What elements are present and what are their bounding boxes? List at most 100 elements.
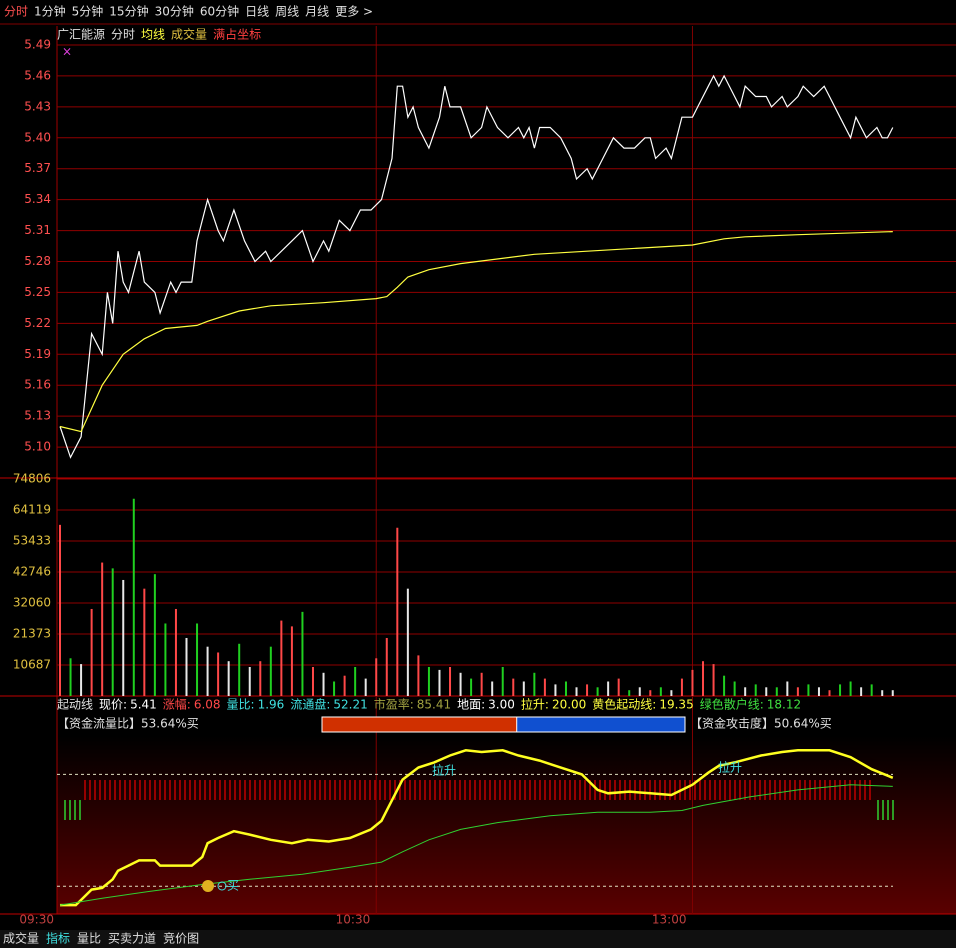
info-value: 6.08: [194, 698, 221, 712]
y-tick-label: 42746: [13, 565, 51, 579]
flow-value: 53.64: [141, 717, 175, 731]
toolbar-tab[interactable]: 周线: [275, 5, 299, 19]
series-line: [59, 231, 893, 433]
info-label: 流通盘:: [290, 697, 330, 712]
volume-bar: [796, 687, 799, 696]
annotation: 拉升: [718, 760, 742, 775]
volume-bar: [164, 623, 167, 696]
volume-bar: [628, 690, 631, 696]
x-tick-label: 13:00: [652, 913, 687, 927]
buy-icon: [202, 880, 214, 892]
volume-bar: [69, 658, 72, 696]
indicator-name: 起动线: [57, 698, 93, 712]
volume-bar: [290, 626, 293, 696]
bottom-tab[interactable]: 买卖力道: [108, 932, 156, 946]
mode-label: 满占坐标: [213, 27, 261, 42]
y-tick-label: 21373: [13, 627, 51, 641]
volume-bar: [522, 681, 525, 696]
volume-bar: [638, 687, 641, 696]
y-tick-label: 5.49: [24, 38, 51, 52]
volume-bar: [807, 684, 810, 696]
bottom-tab[interactable]: 竞价图: [163, 932, 199, 946]
toolbar-tab[interactable]: 15分钟: [109, 4, 148, 19]
volume-bar: [786, 681, 789, 696]
y-tick-label: 5.34: [24, 192, 51, 206]
info-label: 绿色散户线:: [700, 697, 764, 712]
volume-bar: [575, 687, 578, 696]
toolbar-tab[interactable]: 日线: [245, 5, 269, 19]
volume-bar: [322, 672, 325, 696]
volume-bar: [396, 527, 399, 696]
toolbar-tab[interactable]: 5分钟: [72, 4, 104, 19]
volume-bar: [248, 666, 251, 696]
volume-bar: [206, 646, 209, 696]
volume-bar: [670, 690, 673, 696]
y-tick-label: 5.28: [24, 254, 51, 268]
flow-label: 【资金流量比】: [57, 716, 141, 731]
volume-bar: [870, 684, 873, 696]
volume-bar: [839, 684, 842, 696]
volume-bar: [860, 687, 863, 696]
legend-entry: 分时: [111, 28, 135, 42]
toolbar-tab[interactable]: 更多 >: [335, 5, 373, 19]
y-tick-label: 5.46: [24, 68, 51, 82]
bottom-tab[interactable]: 成交量: [3, 931, 39, 946]
info-value: 3.00: [488, 698, 515, 712]
info-label: 涨幅:: [163, 697, 191, 712]
y-tick-label: 5.31: [24, 223, 51, 237]
series-line: [59, 74, 894, 459]
volume-bar: [533, 672, 536, 696]
volume-bar: [596, 687, 599, 696]
flow-bar-buy: [321, 716, 518, 733]
y-tick-label: 5.40: [24, 130, 51, 144]
y-tick-label: 53433: [13, 533, 51, 547]
flow-unit: %买: [175, 717, 198, 731]
series-line: [60, 749, 894, 907]
volume-bar: [470, 678, 473, 696]
info-label: 地面:: [457, 698, 485, 712]
volume-bar: [712, 664, 715, 696]
volume-bar: [406, 588, 409, 696]
y-tick-label: 5.19: [24, 347, 51, 361]
bottom-tab[interactable]: 指标: [46, 931, 70, 946]
toolbar-tab[interactable]: 60分钟: [200, 4, 239, 19]
volume-bar: [174, 608, 177, 696]
y-tick-label: 5.37: [24, 161, 51, 175]
volume-bar: [702, 661, 705, 696]
y-tick-label: 5.22: [24, 316, 51, 330]
toolbar-tab[interactable]: 1分钟: [34, 4, 66, 19]
volume-bar: [723, 675, 726, 696]
attack-unit: %买: [808, 717, 831, 731]
info-label: 市盈率:: [374, 697, 414, 712]
bottom-bar: [0, 930, 956, 948]
volume-bar: [153, 574, 156, 696]
buy-icon-ring: [217, 881, 227, 891]
volume-bar: [733, 681, 736, 696]
x-tick-label: 09:30: [19, 913, 54, 927]
volume-bar: [385, 637, 388, 696]
volume-bar: [185, 637, 188, 696]
toolbar-tab[interactable]: 30分钟: [155, 4, 194, 19]
y-tick-label: 64119: [13, 503, 51, 517]
bottom-tab[interactable]: 量比: [77, 932, 101, 946]
y-tick-label: 5.13: [24, 409, 51, 423]
toolbar: [0, 0, 956, 24]
volume-bar: [564, 681, 567, 696]
volume-bar: [80, 664, 83, 696]
volume-bar: [196, 623, 199, 696]
toolbar-tab[interactable]: 分时: [4, 5, 28, 19]
volume-bar: [417, 655, 420, 696]
toolbar-tab[interactable]: 月线: [305, 5, 329, 19]
volume-bar: [817, 687, 820, 696]
volume-bar: [617, 678, 620, 696]
y-tick-label: 5.43: [24, 99, 51, 113]
volume-bar: [449, 666, 452, 696]
volume-bar: [301, 611, 304, 696]
volume-bar: [111, 568, 114, 696]
attack-label: 【资金攻击度】: [690, 716, 774, 731]
volume-bar: [512, 678, 515, 696]
volume-bar: [543, 678, 546, 696]
series-line: [59, 784, 893, 906]
volume-bar: [427, 666, 430, 696]
